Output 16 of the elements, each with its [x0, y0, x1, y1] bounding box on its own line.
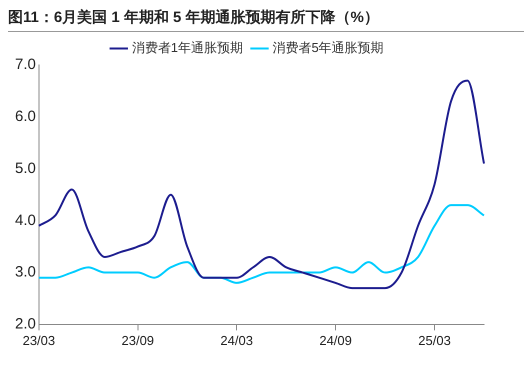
y-tick-label: 6.0 [14, 108, 36, 126]
chart-title: 图11：6月美国 1 年期和 5 年期通胀预期有所下降（%） [8, 8, 524, 32]
y-tick-label: 2.0 [14, 316, 36, 333]
y-tick-label: 5.0 [14, 160, 36, 177]
x-tick-label: 25/03 [418, 332, 451, 348]
x-tick-label: 24/03 [220, 332, 253, 348]
y-tick-label: 3.0 [14, 264, 36, 281]
line-series [38, 80, 485, 290]
x-tick-label: 24/09 [319, 332, 352, 348]
x-tick-label: 23/03 [22, 332, 56, 348]
y-tick-label: 7.0 [14, 56, 36, 74]
y-tick-label: 4.0 [14, 212, 36, 229]
legend-label: 消费者1年通胀预期 [132, 40, 244, 56]
x-tick-label: 23/09 [122, 332, 154, 348]
legend-label: 消费者5年通胀预期 [272, 40, 384, 56]
line-series [38, 204, 485, 284]
